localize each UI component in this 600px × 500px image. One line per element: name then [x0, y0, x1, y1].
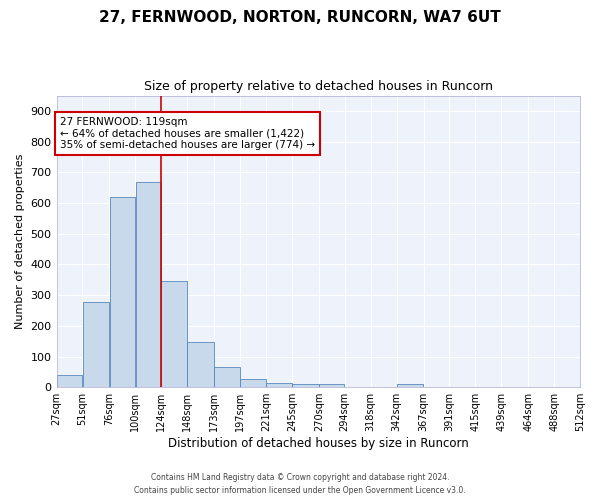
Bar [397, 384, 423, 387]
Bar [83, 302, 109, 387]
X-axis label: Distribution of detached houses by size in Runcorn: Distribution of detached houses by size … [168, 437, 469, 450]
Text: 27 FERNWOOD: 119sqm
← 64% of detached houses are smaller (1,422)
35% of semi-det: 27 FERNWOOD: 119sqm ← 64% of detached ho… [60, 117, 315, 150]
Text: Contains HM Land Registry data © Crown copyright and database right 2024.
Contai: Contains HM Land Registry data © Crown c… [134, 474, 466, 495]
Bar [110, 196, 135, 387]
Bar [319, 384, 344, 387]
Text: 27, FERNWOOD, NORTON, RUNCORN, WA7 6UT: 27, FERNWOOD, NORTON, RUNCORN, WA7 6UT [99, 10, 501, 25]
Bar [292, 384, 319, 387]
Bar [57, 375, 82, 387]
Bar [266, 382, 292, 387]
Title: Size of property relative to detached houses in Runcorn: Size of property relative to detached ho… [144, 80, 493, 93]
Bar [187, 342, 214, 387]
Bar [161, 282, 187, 387]
Bar [240, 378, 266, 387]
Y-axis label: Number of detached properties: Number of detached properties [15, 154, 25, 329]
Bar [136, 182, 161, 387]
Bar [214, 368, 240, 387]
